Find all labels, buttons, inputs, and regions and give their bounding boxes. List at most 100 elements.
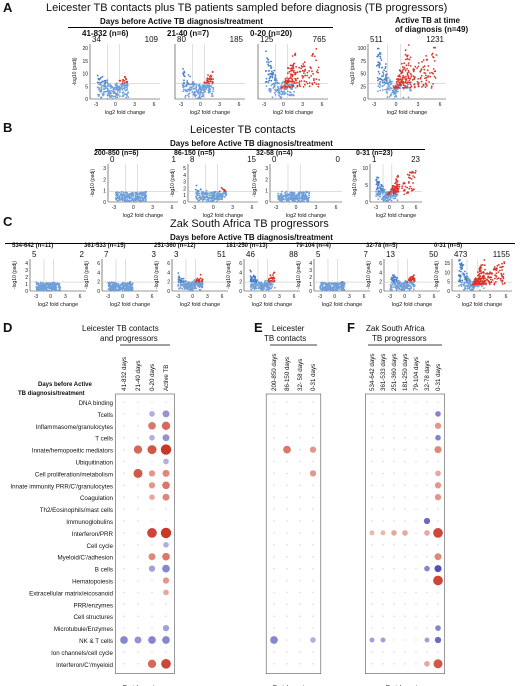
x-axis-label: log2 fold change	[38, 302, 78, 308]
volcano-point-up	[403, 86, 406, 89]
panel-d-dot-empty	[151, 508, 153, 510]
panel-f-dot-empty	[437, 544, 439, 546]
panel-f-dot-empty	[371, 591, 373, 594]
volcano-point	[182, 88, 185, 91]
volcano-point	[109, 87, 112, 89]
volcano-point-up	[414, 169, 417, 172]
panel-d-dot	[161, 421, 171, 430]
volcano-point	[191, 82, 194, 84]
x-tick-label: 0	[212, 205, 215, 211]
volcano-point	[395, 178, 398, 181]
panel-e-dot-empty	[286, 651, 288, 653]
volcano-point	[181, 287, 183, 290]
volcano-point-up	[435, 54, 438, 56]
volcano-point	[124, 93, 127, 96]
volcano-point	[377, 63, 379, 66]
panel-e-dot-empty	[273, 603, 275, 606]
panel-e-dot-empty	[299, 627, 301, 629]
volcano-point	[256, 284, 258, 287]
panel-d-dot-empty	[137, 425, 139, 427]
volcano-point-up	[419, 70, 422, 73]
panel-f-dot-empty	[393, 567, 395, 570]
volcano-point	[377, 53, 380, 56]
volcano-point	[285, 197, 288, 200]
panel-f-dot-empty	[371, 460, 373, 463]
volcano-point	[326, 289, 328, 291]
panel-f-dot-empty	[404, 603, 406, 606]
volcano-point	[406, 58, 409, 60]
volcano-point	[124, 282, 127, 285]
volcano-point	[187, 288, 190, 291]
panel-f-dot-empty	[382, 425, 384, 427]
volcano-point	[206, 77, 209, 80]
panel-d-dot-empty	[151, 401, 153, 403]
volcano-point	[376, 77, 379, 79]
volcano-point	[42, 288, 45, 290]
volcano-point	[342, 286, 344, 289]
volcano-point-up	[417, 62, 420, 64]
volcano-point	[387, 88, 390, 90]
volcano-point	[182, 280, 185, 283]
panel-d-dot-empty	[137, 663, 139, 665]
volcano-point	[384, 88, 386, 91]
volcano-point	[53, 288, 55, 291]
volcano-point	[298, 191, 301, 194]
count-up: 765	[313, 35, 327, 44]
panel-c-volcano-label: 251-360 (n=12)	[154, 243, 196, 249]
volcano-point-up	[472, 283, 475, 286]
volcano-point-up	[298, 82, 301, 84]
panel-e-dot-empty	[273, 627, 275, 629]
panel-d-dot-empty	[165, 401, 167, 403]
volcano-point	[211, 71, 214, 73]
volcano-point	[208, 192, 211, 195]
volcano-point	[389, 79, 391, 82]
y-tick-label: 2	[167, 280, 170, 286]
volcano-point-up	[420, 68, 423, 70]
volcano-point	[109, 83, 111, 86]
volcano-point	[200, 86, 202, 89]
volcano-point	[104, 90, 107, 93]
module-dotplots: DNA bindingTcellsInflammasome/granulocyt…	[10, 344, 445, 686]
panel-f-dot-empty	[393, 472, 395, 475]
volcano-point	[295, 66, 297, 68]
panel-f-dot-empty	[404, 508, 406, 510]
volcano-point	[268, 79, 271, 82]
panel-f-title-1: Zak South Africa	[366, 324, 425, 333]
y-tick-label: 0	[239, 289, 242, 295]
panel-d-dot-empty	[137, 436, 139, 439]
volcano-point	[326, 283, 329, 286]
panel-f-dot-empty	[371, 401, 373, 403]
count-up: 15	[247, 155, 256, 164]
volcano-point	[213, 191, 215, 193]
panel-e-dot-empty	[312, 603, 314, 606]
volcano-point	[394, 92, 397, 95]
volcano-point	[406, 54, 408, 57]
panel-d-dot-empty	[123, 627, 125, 629]
module-label: DNA binding	[79, 400, 114, 407]
panel-e-dot-empty	[286, 484, 288, 487]
volcano-point-up	[425, 55, 427, 57]
volcano-point-up	[491, 272, 493, 275]
volcano-point-up	[480, 277, 483, 280]
module-label: Cell proliferation/metabolism	[35, 471, 113, 478]
volcano-point-up	[417, 81, 420, 84]
panel-f-dot-empty	[382, 544, 384, 546]
panel-f-dot-empty	[426, 627, 428, 629]
panel-e-dot-empty	[286, 615, 288, 617]
panel-f-dot-empty	[382, 508, 384, 510]
panel-d-dot	[162, 469, 170, 477]
volcano-point	[117, 93, 120, 96]
volcano-point	[177, 285, 180, 288]
panel-f-dot-empty	[371, 496, 373, 498]
volcano-point	[251, 285, 254, 287]
volcano-point	[268, 70, 270, 72]
panel-f-dot-empty	[415, 520, 417, 522]
volcano-point	[270, 276, 273, 279]
volcano-point	[462, 264, 465, 266]
volcano-point	[198, 288, 201, 291]
volcano-point	[203, 85, 205, 87]
volcano-point-up	[485, 282, 487, 285]
volcano-point-up	[482, 274, 485, 277]
volcano-point	[141, 192, 144, 195]
volcano-point	[116, 90, 119, 92]
